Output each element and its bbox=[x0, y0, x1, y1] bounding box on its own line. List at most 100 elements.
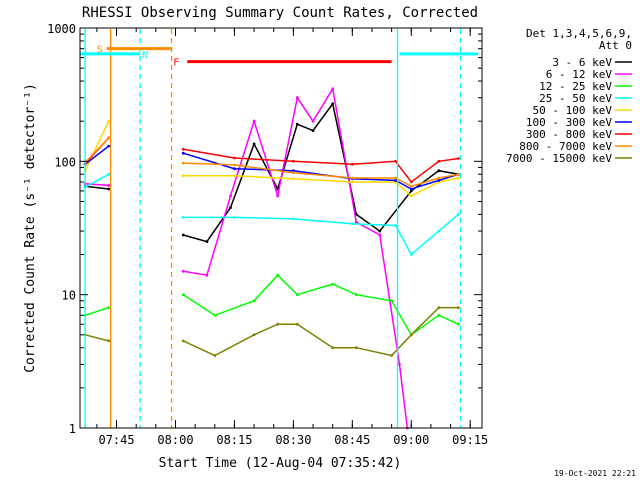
data-point bbox=[213, 354, 217, 357]
series-line-4-seg-0 bbox=[84, 120, 110, 172]
series-line-0-seg-0 bbox=[85, 185, 109, 190]
data-point bbox=[107, 339, 111, 343]
data-point bbox=[331, 87, 335, 91]
data-point bbox=[350, 222, 354, 226]
data-point bbox=[107, 172, 111, 176]
data-point bbox=[233, 216, 236, 219]
data-point bbox=[181, 216, 185, 219]
data-point bbox=[437, 306, 441, 309]
x-tick-label: 08:15 bbox=[216, 433, 252, 447]
data-point bbox=[311, 129, 315, 133]
series-line-7-seg-0 bbox=[84, 137, 110, 164]
series-line-4-seg-1 bbox=[183, 174, 459, 197]
data-point bbox=[233, 174, 236, 178]
data-point bbox=[252, 333, 256, 337]
series-line-2-seg-0 bbox=[84, 306, 109, 317]
data-point bbox=[276, 273, 280, 277]
data-point bbox=[457, 306, 460, 309]
data-point bbox=[390, 299, 393, 303]
data-point bbox=[331, 346, 335, 350]
x-tick-label: 09:15 bbox=[452, 433, 488, 447]
data-point bbox=[292, 171, 295, 175]
data-point bbox=[295, 96, 299, 100]
data-point bbox=[331, 282, 335, 286]
data-point bbox=[437, 169, 441, 173]
data-point bbox=[437, 176, 441, 180]
legend-label: 6 - 12 keV bbox=[546, 68, 613, 81]
x-tick-label: 08:00 bbox=[157, 433, 193, 447]
legend-label: 50 - 100 keV bbox=[533, 104, 613, 117]
data-point bbox=[181, 161, 185, 165]
data-point bbox=[354, 293, 358, 297]
data-layer bbox=[83, 86, 460, 430]
data-point bbox=[276, 322, 280, 326]
data-point bbox=[295, 293, 299, 297]
series-line-3-seg-0 bbox=[84, 173, 110, 188]
data-point bbox=[409, 333, 413, 337]
flag-label: S bbox=[97, 45, 103, 56]
x-tick-label: 07:45 bbox=[98, 433, 134, 447]
legend-label: 12 - 25 keV bbox=[539, 80, 612, 93]
data-point bbox=[350, 176, 354, 180]
data-point bbox=[409, 194, 413, 198]
data-point bbox=[457, 322, 460, 326]
data-point bbox=[331, 102, 335, 106]
data-point bbox=[252, 142, 256, 146]
series-line-1-seg-1 bbox=[183, 86, 409, 429]
data-point bbox=[229, 194, 232, 198]
data-point bbox=[181, 269, 185, 273]
data-point bbox=[437, 159, 441, 163]
data-point bbox=[378, 233, 382, 237]
data-point bbox=[252, 119, 256, 123]
data-point bbox=[181, 147, 185, 151]
data-point bbox=[409, 184, 413, 188]
data-point bbox=[354, 346, 358, 350]
y-tick-label: 1 bbox=[69, 422, 76, 436]
series-line-2-seg-1 bbox=[182, 274, 459, 336]
series-line-1-seg-0 bbox=[85, 182, 109, 187]
data-point bbox=[394, 159, 397, 163]
data-point bbox=[213, 313, 217, 317]
data-point bbox=[107, 119, 111, 123]
data-point bbox=[181, 293, 185, 297]
data-point bbox=[107, 306, 111, 309]
data-point bbox=[398, 363, 401, 366]
data-point bbox=[107, 136, 111, 140]
legend-header: Det 1,3,4,5,6,9, bbox=[526, 27, 632, 40]
data-point bbox=[107, 144, 111, 148]
y-axis: 1 10 100 1000 bbox=[47, 22, 482, 436]
data-point bbox=[229, 206, 232, 210]
series-line-8-seg-0 bbox=[84, 334, 109, 342]
data-point bbox=[107, 187, 111, 191]
series-line-5-seg-0 bbox=[84, 145, 110, 165]
data-point bbox=[457, 176, 460, 180]
series-line-6-seg-1 bbox=[183, 148, 459, 184]
data-point bbox=[292, 177, 295, 181]
data-point bbox=[233, 163, 236, 167]
data-point bbox=[292, 217, 295, 221]
data-point bbox=[276, 194, 280, 198]
series-line-5-seg-1 bbox=[183, 152, 459, 190]
y-tick-label: 10 bbox=[62, 289, 76, 303]
data-point bbox=[311, 119, 315, 123]
x-tick-label: 08:30 bbox=[275, 433, 311, 447]
series-line-7-seg-1 bbox=[183, 162, 459, 188]
flag-bars: S N F bbox=[80, 45, 479, 69]
data-point bbox=[457, 157, 460, 160]
data-point bbox=[252, 299, 256, 303]
data-point bbox=[292, 159, 295, 163]
data-point bbox=[409, 180, 413, 184]
data-point bbox=[205, 240, 209, 244]
legend-label: 3 - 6 keV bbox=[552, 56, 612, 69]
x-tick-label: 09:00 bbox=[393, 433, 429, 447]
data-point bbox=[437, 313, 441, 317]
data-point bbox=[457, 213, 460, 216]
data-point bbox=[295, 122, 299, 126]
flag-label: N bbox=[142, 50, 148, 61]
data-point bbox=[437, 229, 441, 233]
data-point bbox=[233, 167, 236, 171]
data-point bbox=[295, 322, 299, 326]
